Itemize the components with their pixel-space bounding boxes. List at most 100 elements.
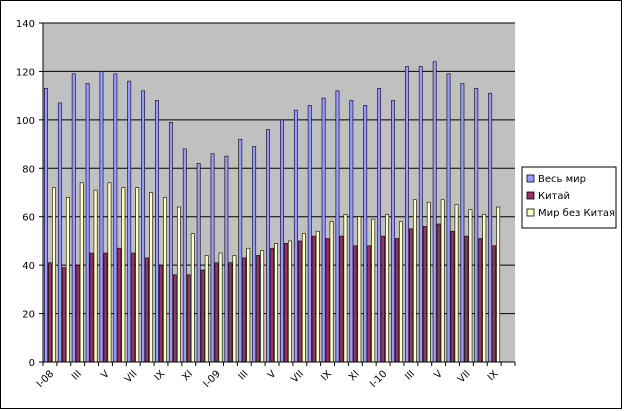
bar [214,262,219,363]
x-tick-label: IX [486,368,501,383]
x-tick-label: V [432,368,445,381]
legend-swatch [526,174,535,183]
bar [446,73,451,363]
bar [363,105,368,363]
bar [418,66,423,363]
bar [404,66,409,363]
legend-swatch [526,191,535,200]
bar [48,262,52,363]
bar [321,97,326,363]
bar [159,264,163,363]
bar [218,252,223,363]
bar [210,153,215,363]
y-tick-label: 80 [22,164,35,175]
bar [297,240,302,363]
bar [196,163,201,363]
bar [93,189,98,363]
bar [329,221,334,363]
bar [325,238,330,363]
x-tick-label: I-08 [35,369,56,390]
bar [307,105,312,363]
bar [395,238,399,363]
y-tick-label: 20 [22,310,35,321]
bar [478,238,483,363]
bar [228,262,233,363]
bar [107,182,112,363]
bar [335,90,340,363]
y-axis-ticks: 0 20 40 60 80 100 120 140 [16,19,43,369]
y-tick-label: 0 [29,358,35,369]
bar [288,240,292,363]
bar [117,247,122,363]
bar [75,264,80,363]
bar [474,88,479,363]
bar [186,274,191,363]
bar [127,80,132,363]
legend-label: Китай [538,191,570,202]
legend-label: Мир без Китая [538,208,615,219]
bar [172,274,177,363]
bar [204,255,209,363]
bar [353,245,358,363]
bar [200,269,205,363]
x-tick-label: VII [456,369,473,386]
x-tick-label: III [70,369,84,383]
bar [266,129,270,363]
x-tick-label: VII [123,369,140,386]
bar [496,206,501,363]
bar [432,61,437,363]
bar [190,233,195,363]
bar [274,243,278,363]
bar [131,252,136,363]
bar [440,199,445,363]
legend: Весь мир Китай Мир без Китая [521,166,617,229]
bar [488,92,493,363]
bar [182,148,187,363]
bar [468,209,473,363]
bar [121,187,126,363]
bar [270,247,274,363]
bar [155,100,159,363]
bar [149,192,154,363]
bar [57,102,62,363]
bar [232,255,237,363]
x-tick-label: III [237,369,251,383]
bar [252,146,257,363]
bar [145,257,150,363]
x-axis-ticks: I-08 III V VII IX XI I-09 III V VII IX XI I-10 III V VI… [35,362,516,390]
x-tick-label: V [266,368,279,381]
bar [44,88,48,363]
bar [464,235,469,363]
bar [482,213,487,363]
x-tick-label: IX [153,368,168,383]
x-tick-label: IX [319,368,334,383]
y-tick-label: 60 [22,213,35,224]
bar [238,138,243,363]
x-tick-label: VII [289,369,306,386]
x-tick-label: I-10 [368,369,389,390]
x-tick-label: I-09 [201,369,222,390]
bar [412,199,417,363]
bar [85,83,90,363]
bar [61,267,66,363]
bar [377,88,382,363]
bar [399,221,403,363]
bar [436,223,441,363]
bar [71,73,76,363]
legend-swatch [526,208,535,217]
bar [284,243,288,363]
bar [280,119,284,363]
bar [52,187,56,363]
bar [357,216,362,363]
bar [168,121,173,363]
bar [256,255,261,363]
legend-label: Весь мир [538,174,586,185]
bar [311,235,316,363]
bar [141,90,146,363]
bar [343,213,348,363]
bar [176,206,181,363]
bar [224,155,229,363]
bar [391,100,395,363]
